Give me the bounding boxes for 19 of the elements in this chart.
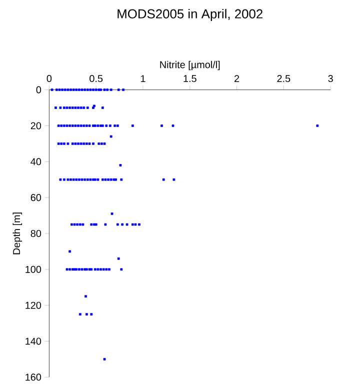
- x-tick-label: 2: [234, 75, 239, 82]
- x-tick-label: 0.5: [89, 75, 102, 82]
- y-tick-label: 120: [25, 302, 41, 309]
- y-tick-label: 0: [36, 86, 41, 94]
- x-tick-label: 2.5: [277, 75, 290, 82]
- y-tick-label: 60: [30, 194, 41, 202]
- y-tick-label: 140: [25, 338, 41, 345]
- chart-title: MODS2005 in April, 2002: [118, 8, 262, 21]
- x-axis-title: Nitrite [µmol/l]: [160, 60, 220, 70]
- y-tick-label: 20: [30, 122, 41, 130]
- x-tick-label: 1: [140, 75, 146, 82]
- x-tick-label: 0: [46, 75, 52, 82]
- y-tick-label: 160: [25, 374, 41, 381]
- x-tick-label: 3: [328, 75, 333, 82]
- x-tick-label: 1.5: [184, 75, 196, 82]
- y-tick-label: 100: [25, 266, 41, 273]
- y-axis-title: Depth [m]: [12, 212, 22, 254]
- y-tick-label: 80: [30, 230, 41, 238]
- y-tick-label: 40: [30, 158, 41, 166]
